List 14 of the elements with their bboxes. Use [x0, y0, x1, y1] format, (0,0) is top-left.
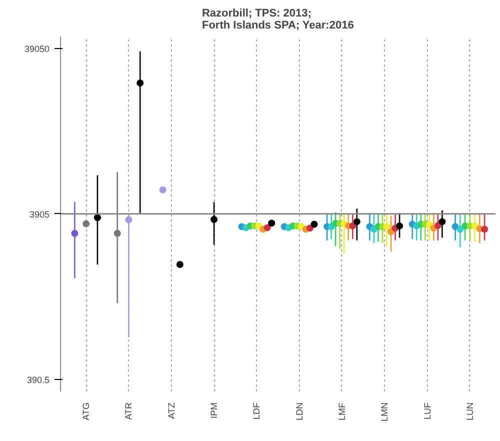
x-tick-label: LMN — [380, 402, 390, 422]
x-tick-label: IPM — [209, 402, 220, 418]
x-tick-label: ATZ — [166, 402, 176, 419]
x-tick-label: LUF — [422, 402, 432, 420]
y-tick-label: 390.5 — [26, 374, 50, 385]
x-tick-label: LUN — [464, 402, 475, 421]
x-tick-label: LDF — [252, 402, 262, 420]
x-tick-label: LDN — [294, 402, 304, 421]
y-tick-label: 3905 — [29, 209, 50, 220]
y-tick-label: 39050 — [24, 44, 50, 54]
x-tick-label: ATR — [124, 402, 134, 420]
chart-title: Razorbill; TPS: 2013; Forth Islands SPA; Year:2016 — [202, 8, 354, 32]
x-tick-label: LMF — [336, 402, 347, 420]
x-tick-label: ATG — [81, 402, 92, 420]
